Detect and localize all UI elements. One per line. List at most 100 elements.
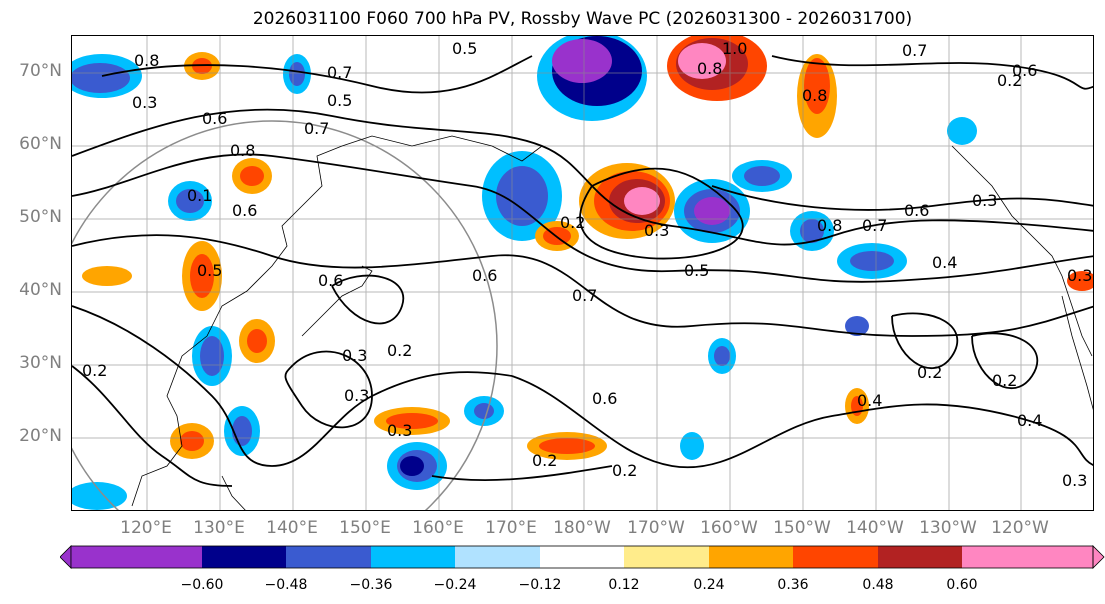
contour-label: 0.5 [684,261,709,280]
shade-blob [850,251,894,271]
shade-blob [72,63,130,93]
contour-label: 0.3 [387,421,412,440]
anomaly-shading [72,36,1093,510]
contour-label: 0.8 [230,141,255,160]
shade-blob [680,432,704,460]
contour-label: 0.5 [452,39,477,58]
colorbar-tick: 0.24 [693,577,725,593]
contour-label: 0.7 [862,216,887,235]
shade-blob [200,336,224,376]
contour-label: 0.6 [472,266,497,285]
contour-label: 0.2 [992,371,1017,390]
lon-label-120w: 120°W [991,518,1049,538]
shade-blob [845,316,869,336]
pv-contours [72,55,1093,487]
shade-blob [1067,271,1093,291]
contour-label: 0.6 [592,389,617,408]
colorbar-segment [71,546,202,568]
lon-label-150w: 150°W [773,518,831,538]
lat-label-20n: 20°N [19,426,62,446]
lon-label-140e: 140°E [266,518,318,538]
colorbar-segment [709,546,793,568]
coastlines [131,135,1093,510]
map-panel: 0.5 0.7 0.7 0.5 0.7 0.6 0.8 0.3 0.2 0.6 … [71,35,1094,511]
lat-label-40n: 40°N [19,280,62,300]
lat-label-70n: 70°N [19,61,62,81]
contour-label: 0.3 [1062,471,1087,490]
contour-label: 0.7 [304,119,329,138]
colorbar-segment [202,546,286,568]
shade-blob [240,166,264,186]
colorbar-segment [455,546,540,568]
colorbar-tick: −0.24 [433,577,477,593]
contour-label: 0.5 [327,91,352,110]
shade-blob [552,39,612,83]
contour-label: 0.6 [232,201,257,220]
contour-label: 0.2 [532,451,557,470]
contour-label: 0.8 [134,51,159,70]
lat-label-60n: 60°N [19,134,62,154]
contour-label: 0.3 [344,386,369,405]
colorbar-tick: −0.36 [349,577,393,593]
contour-label: 0.4 [857,391,882,410]
shade-blob [247,329,267,353]
contour-label: 0.7 [902,41,927,60]
colorbar-tick: 0.60 [946,577,978,593]
contour-label: 0.5 [197,261,222,280]
contour-label: 0.8 [802,86,827,105]
shade-blob [232,416,252,446]
contour-label: 0.3 [132,93,157,112]
shade-blob [72,482,127,510]
lon-label-140w: 140°W [846,518,904,538]
shade-blob [744,166,780,186]
shade-blob [400,456,424,476]
colorbar-tick: −0.60 [180,577,224,593]
colorbar [60,545,1105,569]
contour-label: 0.8 [817,216,842,235]
shade-blob [804,58,830,114]
contour-label: 0.2 [387,341,412,360]
colorbar-tick: −0.12 [518,577,562,593]
range-ring [72,120,498,510]
contour-label: 0.6 [202,109,227,128]
contour-label: 0.6 [1012,61,1037,80]
shade-blob [539,438,595,454]
colorbar-segment [624,546,709,568]
contour-label: 0.2 [917,363,942,382]
shade-blob [82,266,132,286]
contour-label: 0.6 [904,201,929,220]
shade-blob [289,62,305,86]
shade-blob [678,43,726,79]
lon-label-120e: 120°E [120,518,172,538]
contour-label: 0.1 [187,186,212,205]
shade-blob [190,254,214,298]
contour-label: 0.2 [612,461,637,480]
colorbar-max-arrow [1092,545,1105,569]
shade-blob [386,413,438,429]
shade-blob [800,219,824,243]
colorbar-tick: −0.48 [264,577,308,593]
colorbar-min-arrow [60,545,72,569]
lon-label-130w: 130°W [919,518,977,538]
shade-blob [180,431,204,451]
colorbar-tick: 0.48 [862,577,894,593]
contour-labels: 0.5 0.7 0.7 0.5 0.7 0.6 0.8 0.3 0.2 0.6 … [82,39,1092,490]
graticule [72,36,1093,510]
contour-label: 0.2 [997,71,1022,90]
shade-blob [624,187,660,215]
colorbar-segment [962,546,1093,568]
map-title: 2026031100 F060 700 hPa PV, Rossby Wave … [252,9,913,29]
lon-label-180w: 180°W [553,518,611,538]
colorbar-segment [286,546,371,568]
colorbar-tick: 0.12 [608,577,640,593]
contour-label: 0.2 [560,213,585,232]
colorbar-segment [540,546,624,568]
contour-label: 0.4 [1017,411,1042,430]
lon-label-160w: 160°W [700,518,758,538]
lat-label-30n: 30°N [19,353,62,373]
contour-label: 0.3 [972,191,997,210]
shade-blob [496,166,548,226]
colorbar-segment [793,546,878,568]
lat-label-50n: 50°N [19,207,62,227]
contour-label: 0.7 [572,286,597,305]
